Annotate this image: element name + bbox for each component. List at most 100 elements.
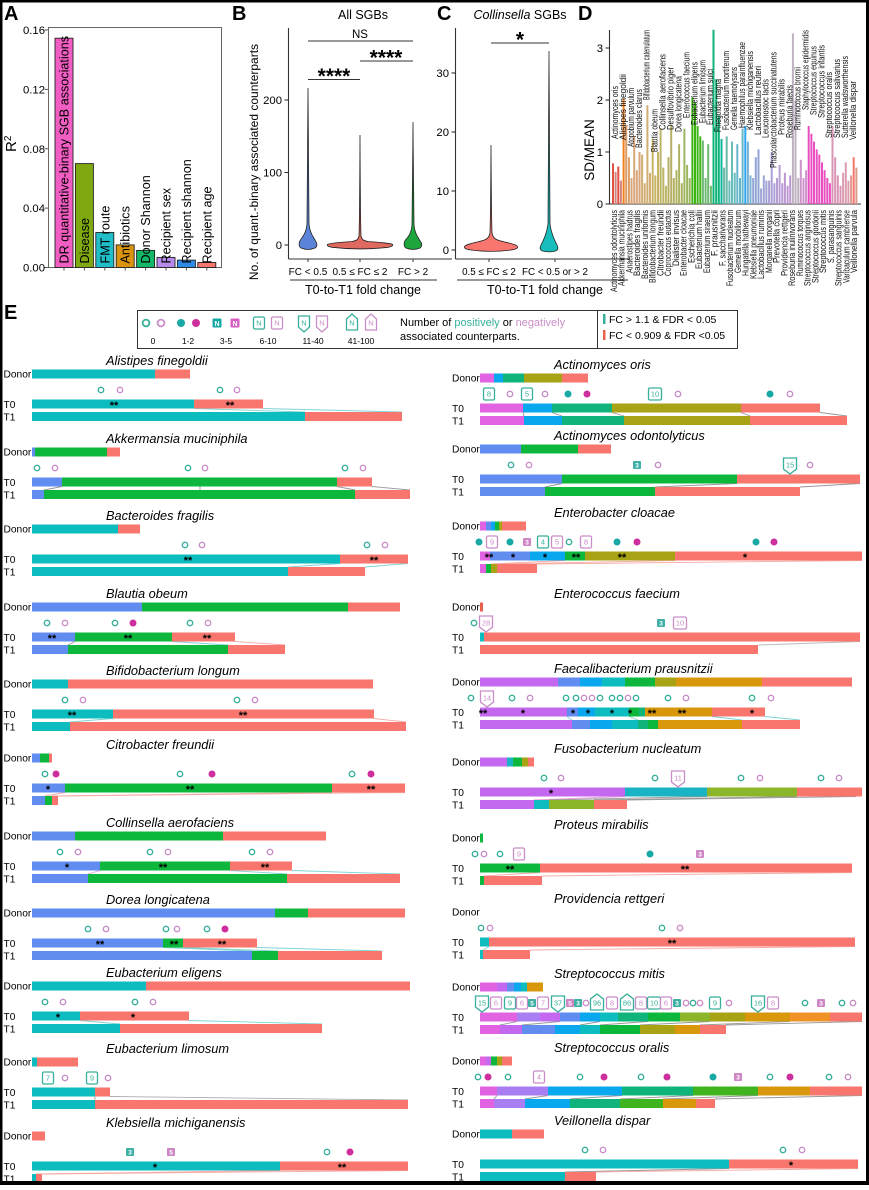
svg-text:Phascolarctobacterium succinat: Phascolarctobacterium succinatutens	[769, 52, 779, 168]
svg-text:3: 3	[576, 1000, 580, 1007]
svg-text:**: **	[572, 552, 581, 564]
svg-text:E: E	[4, 302, 17, 324]
svg-text:3: 3	[819, 1000, 823, 1007]
svg-text:*: *	[750, 708, 755, 720]
svg-text:Klebsiella michiganensis: Klebsiella michiganensis	[745, 51, 755, 130]
svg-text:Collinsella SGBs: Collinsella SGBs	[473, 8, 566, 22]
svg-text:**: **	[68, 710, 77, 722]
svg-text:T0: T0	[452, 633, 464, 644]
svg-text:6-10: 6-10	[259, 336, 276, 346]
svg-text:3: 3	[675, 1000, 679, 1007]
svg-text:Klebsiella pneumoniae: Klebsiella pneumoniae	[748, 210, 758, 279]
svg-text:0.04: 0.04	[23, 203, 45, 215]
svg-text:Varibaculum cambriense: Varibaculum cambriense	[841, 210, 851, 283]
svg-text:200: 200	[263, 95, 282, 107]
svg-text:B: B	[232, 3, 246, 25]
svg-text:Eubacterium eligens: Eubacterium eligens	[689, 62, 699, 125]
svg-text:Klebsiella michiganensis: Klebsiella michiganensis	[106, 1115, 246, 1130]
svg-text:Ruminococcus bromii: Ruminococcus bromii	[793, 67, 803, 130]
svg-text:Faecalibacterium prausnitzii: Faecalibacterium prausnitzii	[554, 661, 714, 676]
svg-text:0.16: 0.16	[23, 25, 45, 37]
svg-text:T1: T1	[452, 950, 464, 961]
svg-text:Veillonella parvula: Veillonella parvula	[849, 209, 859, 273]
svg-text:N: N	[368, 319, 373, 328]
svg-text:Donor: Donor	[452, 758, 480, 769]
svg-text:Donor: Donor	[4, 680, 32, 691]
svg-text:Eubacterium limosum: Eubacterium limosum	[106, 1041, 229, 1056]
svg-text:*: *	[131, 1012, 136, 1024]
svg-text:T1: T1	[452, 1099, 464, 1110]
svg-text:T1: T1	[452, 564, 464, 575]
svg-text:FC > 2: FC > 2	[398, 267, 429, 278]
svg-text:**: **	[159, 862, 168, 874]
svg-text:8: 8	[487, 390, 491, 399]
svg-text:D: D	[578, 3, 592, 25]
svg-text:N: N	[349, 319, 354, 328]
svg-text:**: **	[203, 633, 212, 645]
svg-text:Bifidobacterium longum: Bifidobacterium longum	[106, 663, 240, 678]
svg-text:Dorea longicatena: Dorea longicatena	[674, 75, 684, 132]
svg-text:0.08: 0.08	[23, 144, 45, 156]
svg-text:Staphylococcus epidermidis: Staphylococcus epidermidis	[800, 30, 810, 110]
svg-text:****: ****	[318, 65, 352, 88]
svg-text:T0-to-T1 fold change: T0-to-T1 fold change	[487, 283, 603, 297]
svg-text:T1: T1	[452, 487, 464, 498]
svg-text:Eubacterium eligens: Eubacterium eligens	[106, 965, 223, 980]
svg-text:Alistipes finegoldii: Alistipes finegoldii	[105, 353, 209, 368]
svg-text:T1: T1	[4, 1024, 16, 1035]
svg-text:T0: T0	[452, 864, 464, 875]
svg-text:5: 5	[530, 1000, 534, 1007]
svg-text:N: N	[232, 321, 237, 328]
svg-text:Actinomyces odontolyticus: Actinomyces odontolyticus	[553, 428, 705, 443]
svg-text:T1: T1	[452, 720, 464, 731]
svg-text:Recipient sex: Recipient sex	[160, 187, 174, 263]
svg-text:Donor: Donor	[4, 1058, 32, 1069]
svg-text:T1: T1	[4, 1174, 16, 1185]
svg-text:T1: T1	[4, 490, 16, 501]
svg-text:T0: T0	[4, 710, 16, 721]
svg-text:T1: T1	[452, 1172, 464, 1183]
svg-text:T1: T1	[4, 796, 16, 807]
svg-text:Providencia rettgeri: Providencia rettgeri	[779, 210, 789, 276]
svg-text:Veillonella dispar: Veillonella dispar	[848, 81, 858, 140]
svg-text:*: *	[549, 788, 554, 800]
svg-text:T0: T0	[4, 784, 16, 795]
svg-text:Akkermansia muciniphila: Akkermansia muciniphila	[105, 431, 248, 446]
svg-text:Roseburia faecis: Roseburia faecis	[785, 85, 795, 138]
svg-text:Finegoldia magna: Finegoldia magna	[713, 78, 723, 132]
svg-text:*: *	[571, 708, 576, 720]
svg-text:*: *	[610, 708, 615, 720]
svg-text:T0: T0	[452, 475, 464, 486]
svg-text:T1: T1	[4, 722, 16, 733]
svg-text:9: 9	[517, 850, 521, 859]
svg-text:Lactobacillus reuteri: Lactobacillus reuteri	[753, 66, 763, 135]
svg-text:Streptococcus oralis: Streptococcus oralis	[824, 72, 834, 138]
svg-text:2: 2	[597, 95, 603, 107]
svg-text:Blautia obeum: Blautia obeum	[106, 586, 188, 601]
svg-text:20: 20	[436, 127, 449, 139]
svg-text:15: 15	[478, 999, 486, 1008]
svg-text:**: **	[678, 708, 687, 720]
svg-text:C: C	[437, 3, 451, 25]
svg-text:Bifidobacterium longum: Bifidobacterium longum	[648, 210, 658, 283]
svg-text:Donor: Donor	[4, 832, 32, 843]
svg-text:**: **	[485, 552, 494, 564]
svg-text:Fusobacterium nucleatum: Fusobacterium nucleatum	[725, 210, 735, 286]
svg-text:Recipient age: Recipient age	[200, 186, 214, 263]
svg-text:T0: T0	[4, 1012, 16, 1023]
svg-text:T0: T0	[4, 478, 16, 489]
svg-text:Anaerostipes hadrus: Anaerostipes hadrus	[625, 210, 635, 273]
svg-text:All SGBs: All SGBs	[338, 8, 388, 22]
svg-text:**: **	[338, 1162, 347, 1174]
svg-text:Proteus mirabilis: Proteus mirabilis	[554, 817, 649, 832]
svg-text:*: *	[516, 29, 525, 52]
svg-text:Leuconostoc lactis: Leuconostoc lactis	[761, 79, 771, 138]
svg-text:T0: T0	[4, 1162, 16, 1173]
svg-text:**: **	[186, 784, 195, 796]
svg-text:Donor: Donor	[452, 908, 480, 919]
svg-text:**: **	[367, 784, 376, 796]
svg-text:*: *	[586, 708, 591, 720]
svg-text:Antibiotics: Antibiotics	[119, 206, 133, 263]
svg-text:Donor: Donor	[4, 525, 32, 536]
svg-text:T1: T1	[4, 645, 16, 656]
